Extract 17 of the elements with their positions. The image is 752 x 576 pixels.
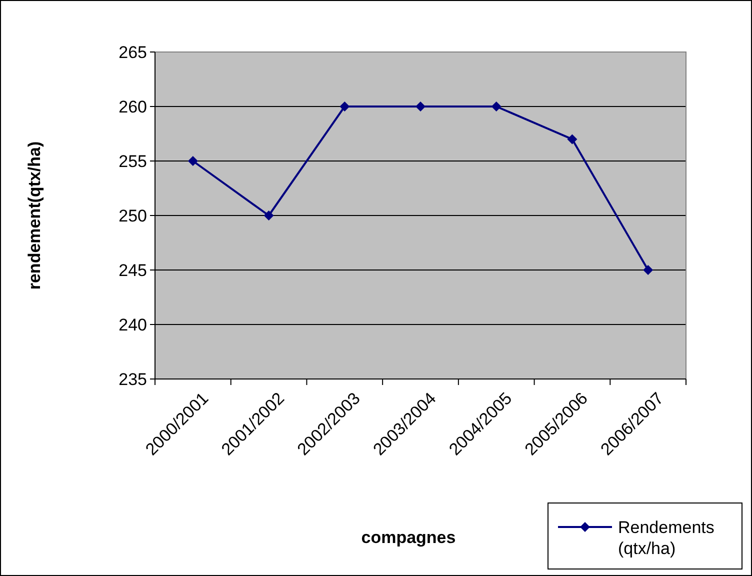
y-tick-label: 265 [118, 42, 147, 62]
y-tick-label: 260 [118, 97, 147, 116]
point [264, 210, 274, 220]
point [491, 102, 502, 112]
y-tick-label: 235 [118, 370, 147, 389]
y-tick-label: 240 [118, 315, 147, 334]
point [643, 265, 654, 275]
y-axis-title: rendement(qtx/ha) [25, 141, 44, 290]
y-tick-label: 245 [118, 260, 147, 280]
point [340, 102, 350, 112]
point [416, 102, 426, 112]
point [567, 134, 578, 144]
y-tick-label: 250 [118, 206, 147, 226]
x-axis-title: compagnes [361, 528, 456, 547]
point [188, 156, 198, 166]
legend-label: Rendements (qtx/ha) [618, 518, 714, 558]
y-tick-label: 255 [118, 152, 147, 171]
